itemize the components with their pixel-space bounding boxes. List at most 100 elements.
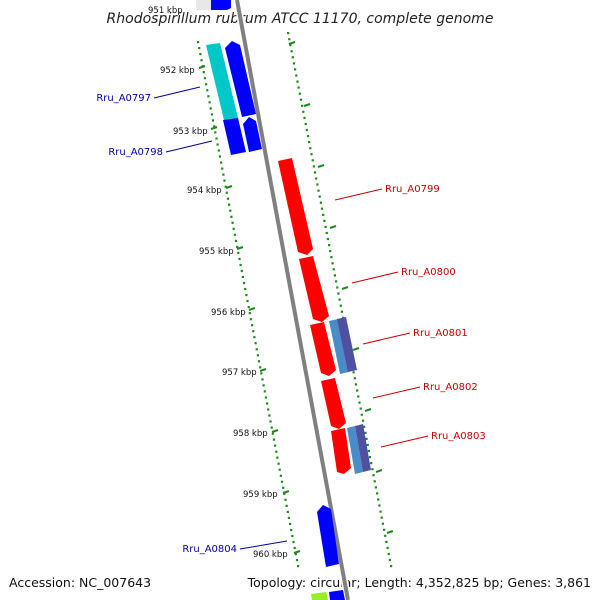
gene-feature-rru-a0797[interactable] — [206, 43, 238, 120]
minor-tick — [198, 47, 201, 50]
partial-gene-bottom — [329, 590, 345, 600]
major-tick — [352, 347, 360, 351]
minor-tick — [335, 280, 338, 283]
minor-tick — [263, 390, 266, 393]
gene-feature-rru-a0801-b[interactable] — [337, 317, 357, 372]
gene-arrow-rru-a0801[interactable] — [310, 322, 336, 376]
minor-tick — [214, 131, 217, 134]
minor-tick — [234, 239, 238, 242]
gene-label-rru-a0797[interactable]: Rru_A0797 — [96, 93, 151, 104]
minor-tick — [323, 219, 326, 222]
minor-tick — [290, 50, 293, 53]
major-tick — [386, 530, 394, 534]
minor-tick — [289, 44, 292, 47]
minor-tick — [248, 312, 251, 315]
gene-arrow-rru-a0799[interactable] — [278, 158, 313, 255]
gene-arrow-rru-a0798-b[interactable] — [243, 117, 262, 152]
gene-arrow-rru-a0803[interactable] — [331, 428, 351, 474]
major-tick — [225, 185, 233, 189]
minor-tick — [272, 438, 276, 441]
major-tick — [303, 103, 311, 107]
minor-tick — [225, 191, 228, 194]
minor-tick — [232, 227, 235, 230]
minor-tick — [207, 95, 210, 98]
minor-tick — [249, 318, 253, 321]
gene-arrow-rru-a0804[interactable] — [317, 505, 339, 567]
minor-tick — [339, 304, 342, 307]
minor-tick — [274, 444, 277, 447]
gene-label-rru-a0802[interactable]: Rru_A0802 — [423, 382, 478, 393]
gene-feature-rru-a0803-a[interactable] — [347, 426, 363, 474]
kbp-label: 951 kbp — [148, 6, 183, 16]
minor-tick — [378, 504, 381, 507]
minor-tick — [294, 553, 297, 556]
gene-arrow-rru-a0802[interactable] — [321, 378, 346, 429]
gene-feature-rru-a0803-b[interactable] — [355, 424, 371, 472]
minor-tick — [282, 486, 285, 489]
major-tick — [236, 246, 244, 250]
label-leader — [239, 540, 288, 550]
minor-tick — [380, 516, 383, 519]
kbp-label: 960 kbp — [253, 550, 288, 560]
minor-tick — [366, 443, 369, 447]
accession-label: Accession: NC_007643 — [9, 575, 151, 590]
gene-arrow-rru-a0797[interactable] — [225, 41, 256, 117]
minor-tick — [269, 420, 272, 423]
label-leader — [351, 271, 399, 284]
partial-gene-top — [211, 0, 231, 10]
gene-arrow-rru-a0800[interactable] — [299, 256, 329, 322]
minor-tick — [304, 122, 307, 126]
minor-tick — [359, 407, 362, 410]
minor-tick — [291, 534, 294, 538]
minor-tick — [206, 89, 209, 92]
minor-tick — [202, 71, 205, 74]
gene-label-rru-a0801[interactable]: Rru_A0801 — [413, 328, 468, 339]
minor-tick — [284, 498, 287, 501]
minor-tick — [237, 251, 240, 254]
minor-tick — [205, 83, 208, 86]
minor-tick — [267, 408, 270, 411]
minor-tick — [322, 213, 325, 216]
gene-label-rru-a0800[interactable]: Rru_A0800 — [401, 267, 456, 278]
minor-tick — [357, 395, 360, 398]
minor-tick — [374, 486, 377, 489]
minor-tick — [328, 244, 331, 247]
minor-tick — [228, 203, 231, 206]
minor-tick — [310, 153, 313, 156]
minor-tick — [299, 98, 303, 101]
minor-tick — [256, 354, 259, 357]
major-tick — [364, 408, 372, 412]
minor-tick — [210, 113, 213, 116]
minor-tick — [363, 425, 366, 428]
minor-tick — [295, 559, 299, 562]
major-tick — [271, 429, 279, 433]
label-leader — [334, 188, 383, 201]
gene-label-rru-a0804[interactable]: Rru_A0804 — [182, 544, 237, 555]
minor-tick — [301, 104, 304, 107]
minor-tick — [309, 147, 312, 150]
gene-arrow-rru-a0798[interactable] — [223, 118, 246, 155]
minor-tick — [316, 183, 319, 186]
gene-label-rru-a0798[interactable]: Rru_A0798 — [108, 147, 163, 158]
gene-label-rru-a0799[interactable]: Rru_A0799 — [385, 184, 440, 195]
minor-tick — [226, 197, 230, 200]
minor-tick — [293, 546, 296, 550]
minor-tick — [297, 565, 300, 568]
minor-tick — [329, 250, 332, 253]
minor-tick — [365, 437, 368, 440]
major-tick — [259, 368, 267, 372]
minor-tick — [381, 522, 384, 525]
minor-tick — [247, 306, 250, 309]
minor-tick — [373, 480, 376, 483]
minor-tick — [259, 366, 262, 369]
major-tick — [248, 307, 256, 311]
minor-tick — [372, 474, 375, 477]
gene-feature-rru-a0801-a[interactable] — [329, 319, 349, 374]
minor-tick — [376, 492, 379, 495]
major-tick — [282, 490, 290, 494]
gene-label-rru-a0803[interactable]: Rru_A0803 — [431, 431, 486, 442]
minor-tick — [306, 135, 310, 138]
partial-feature-bottom-green — [311, 592, 328, 600]
minor-tick — [387, 552, 390, 556]
minor-tick — [230, 215, 233, 218]
